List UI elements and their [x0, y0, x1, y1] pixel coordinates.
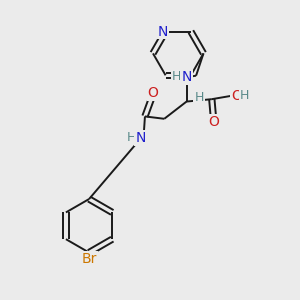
Text: O: O	[148, 86, 158, 100]
Text: H: H	[240, 89, 249, 102]
Text: H: H	[127, 131, 136, 144]
Text: H: H	[194, 92, 204, 104]
Text: H: H	[172, 70, 182, 83]
Text: O: O	[208, 115, 219, 129]
Text: Br: Br	[81, 252, 97, 266]
Text: N: N	[158, 25, 168, 38]
Text: N: N	[182, 70, 192, 84]
Text: N: N	[135, 131, 146, 145]
Text: O: O	[231, 88, 242, 103]
